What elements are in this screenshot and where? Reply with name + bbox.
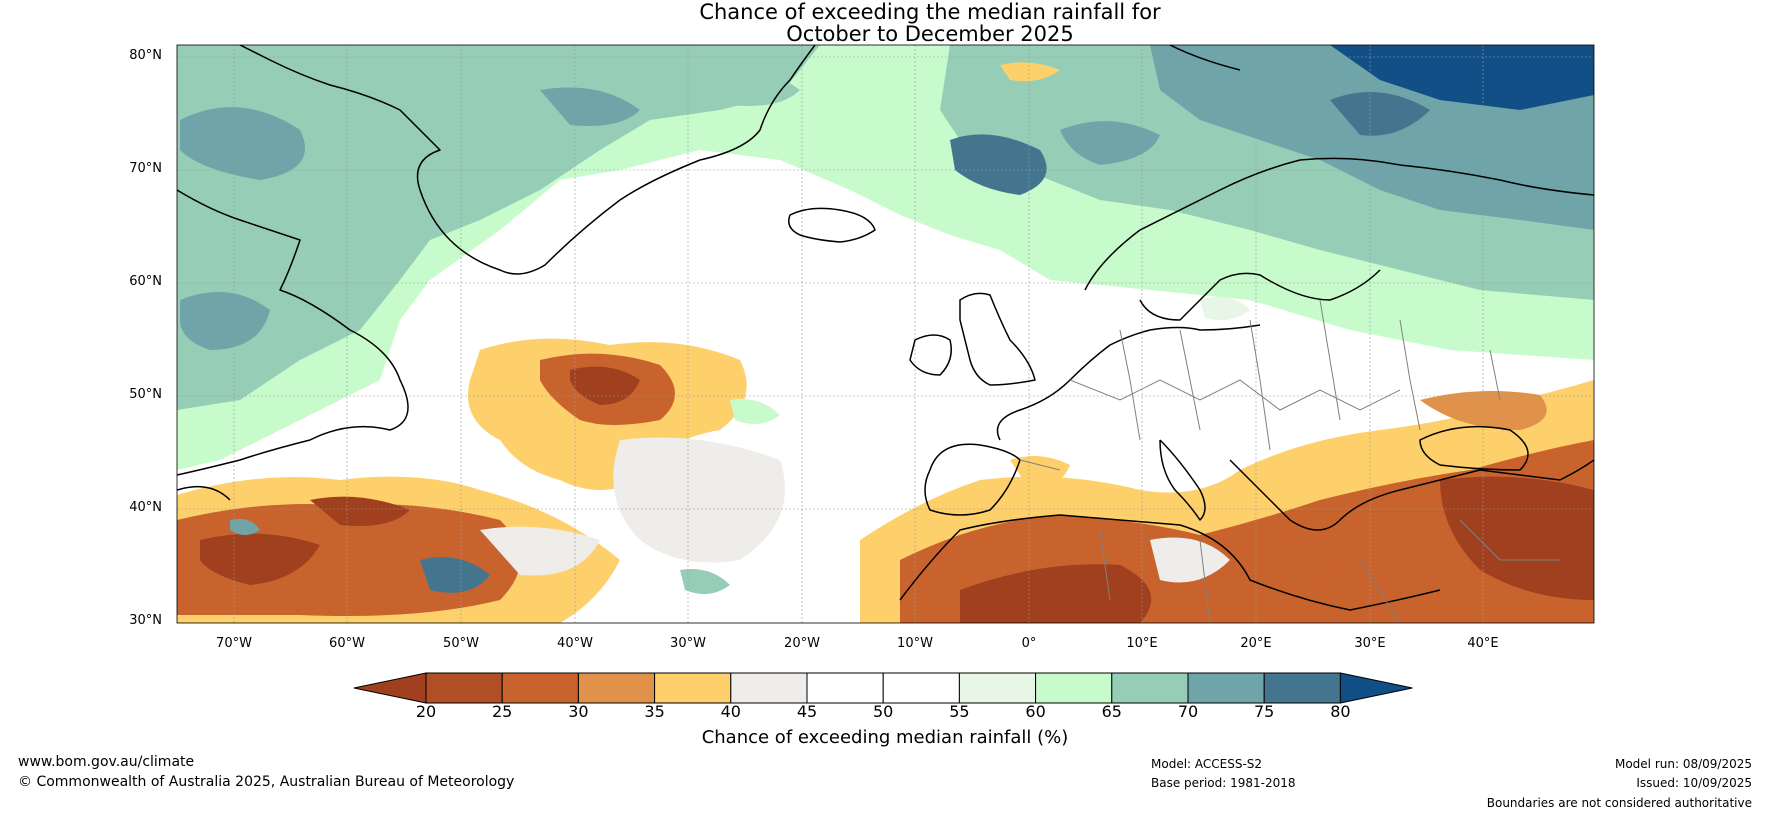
lon-label: 10°W <box>897 636 933 651</box>
iberia-coast <box>924 443 1021 516</box>
wet-region-north-mid <box>177 45 820 410</box>
colorbar-segment <box>806 672 884 704</box>
lat-label: 30°N <box>129 613 162 628</box>
wet-region-arctic <box>1330 45 1594 110</box>
lon-label: 70°W <box>216 636 252 651</box>
colorbar-extend-low <box>353 672 427 704</box>
lon-label: 0° <box>1021 636 1037 651</box>
issued-label: Issued: 10/09/2025 <box>1636 776 1752 790</box>
scandinavia-coast <box>1084 157 1594 291</box>
colorbar-tick-label: 65 <box>1101 702 1122 721</box>
colorbar-tick-label: 70 <box>1177 702 1199 721</box>
ireland-coast <box>909 334 952 376</box>
colorbar-segment <box>1111 672 1189 704</box>
lat-label: 40°N <box>129 500 162 515</box>
lon-label: 20°E <box>1240 636 1272 651</box>
colorbar-segment <box>882 672 960 704</box>
lon-label: 20°W <box>784 636 820 651</box>
lon-label: 10°E <box>1126 636 1158 651</box>
black-sea-coast <box>1419 425 1529 471</box>
greenland-coast <box>239 45 816 275</box>
map-frame <box>176 44 1595 624</box>
colorbar-tick-label: 50 <box>873 702 894 721</box>
lon-label: 40°E <box>1467 636 1499 651</box>
colorbar-tick-label: 30 <box>568 702 589 721</box>
europe-coast <box>996 324 1261 441</box>
colorbar-segment <box>654 672 732 704</box>
colorbar-segment <box>577 672 656 704</box>
colorbar-tick-label: 25 <box>492 702 513 721</box>
colorbar-tick-label: 40 <box>720 702 741 721</box>
iceland-coast <box>788 207 876 243</box>
map-plot-area <box>177 45 1594 623</box>
colorbar-segment <box>730 672 808 704</box>
lat-label: 80°N <box>129 48 162 63</box>
colorbar-segment <box>425 672 503 704</box>
colorbar-tick-label: 20 <box>415 702 437 721</box>
north-africa-coast <box>899 514 1441 611</box>
colorbar-tick-label: 35 <box>644 702 665 721</box>
lon-label: 50°W <box>443 636 479 651</box>
colorbar-tick-label: 75 <box>1254 702 1275 721</box>
north-america-coast <box>177 189 409 476</box>
website-link[interactable]: www.bom.gov.au/climate <box>18 754 195 770</box>
lon-label: 60°W <box>329 636 365 651</box>
colorbar-segment <box>1263 672 1341 704</box>
lon-label: 40°W <box>557 636 593 651</box>
disclaimer-label: Boundaries are not considered authoritat… <box>1486 796 1752 810</box>
colorbar-segment <box>501 672 579 704</box>
lon-label: 30°E <box>1354 636 1386 651</box>
italy-coast <box>1159 439 1206 521</box>
colorbar-tick-label: 80 <box>1330 702 1351 721</box>
colorbar <box>353 672 1413 704</box>
model-run-label: Model run: 08/09/2025 <box>1614 757 1752 771</box>
balkans-coast <box>1229 459 1594 531</box>
model-label: Model: ACCESS-S2 <box>1151 757 1263 771</box>
graticule <box>177 45 1594 623</box>
lat-label: 50°N <box>129 387 162 402</box>
colorbar-extend-high <box>1339 672 1413 704</box>
copyright-notice: © Commonwealth of Australia 2025, Austra… <box>18 774 515 790</box>
colorbar-tick-label: 45 <box>796 702 818 721</box>
colorbar-segment <box>1187 672 1265 704</box>
great-britain-coast <box>959 292 1036 386</box>
colorbar-tick-label: 55 <box>949 702 970 721</box>
lat-label: 70°N <box>129 161 162 176</box>
colorbar-tick-label: 60 <box>1025 702 1046 721</box>
lon-label: 30°W <box>670 636 706 651</box>
base-period-label: Base period: 1981-2018 <box>1151 776 1296 790</box>
colorbar-segment <box>958 672 1037 704</box>
map-title-line2: October to December 2025 <box>786 22 1074 46</box>
colorbar-title: Chance of exceeding median rainfall (%) <box>701 727 1069 748</box>
colorbar-segment <box>1035 672 1113 704</box>
lat-label: 60°N <box>129 274 162 289</box>
map-title-line1: Chance of exceeding the median rainfall … <box>699 0 1161 24</box>
